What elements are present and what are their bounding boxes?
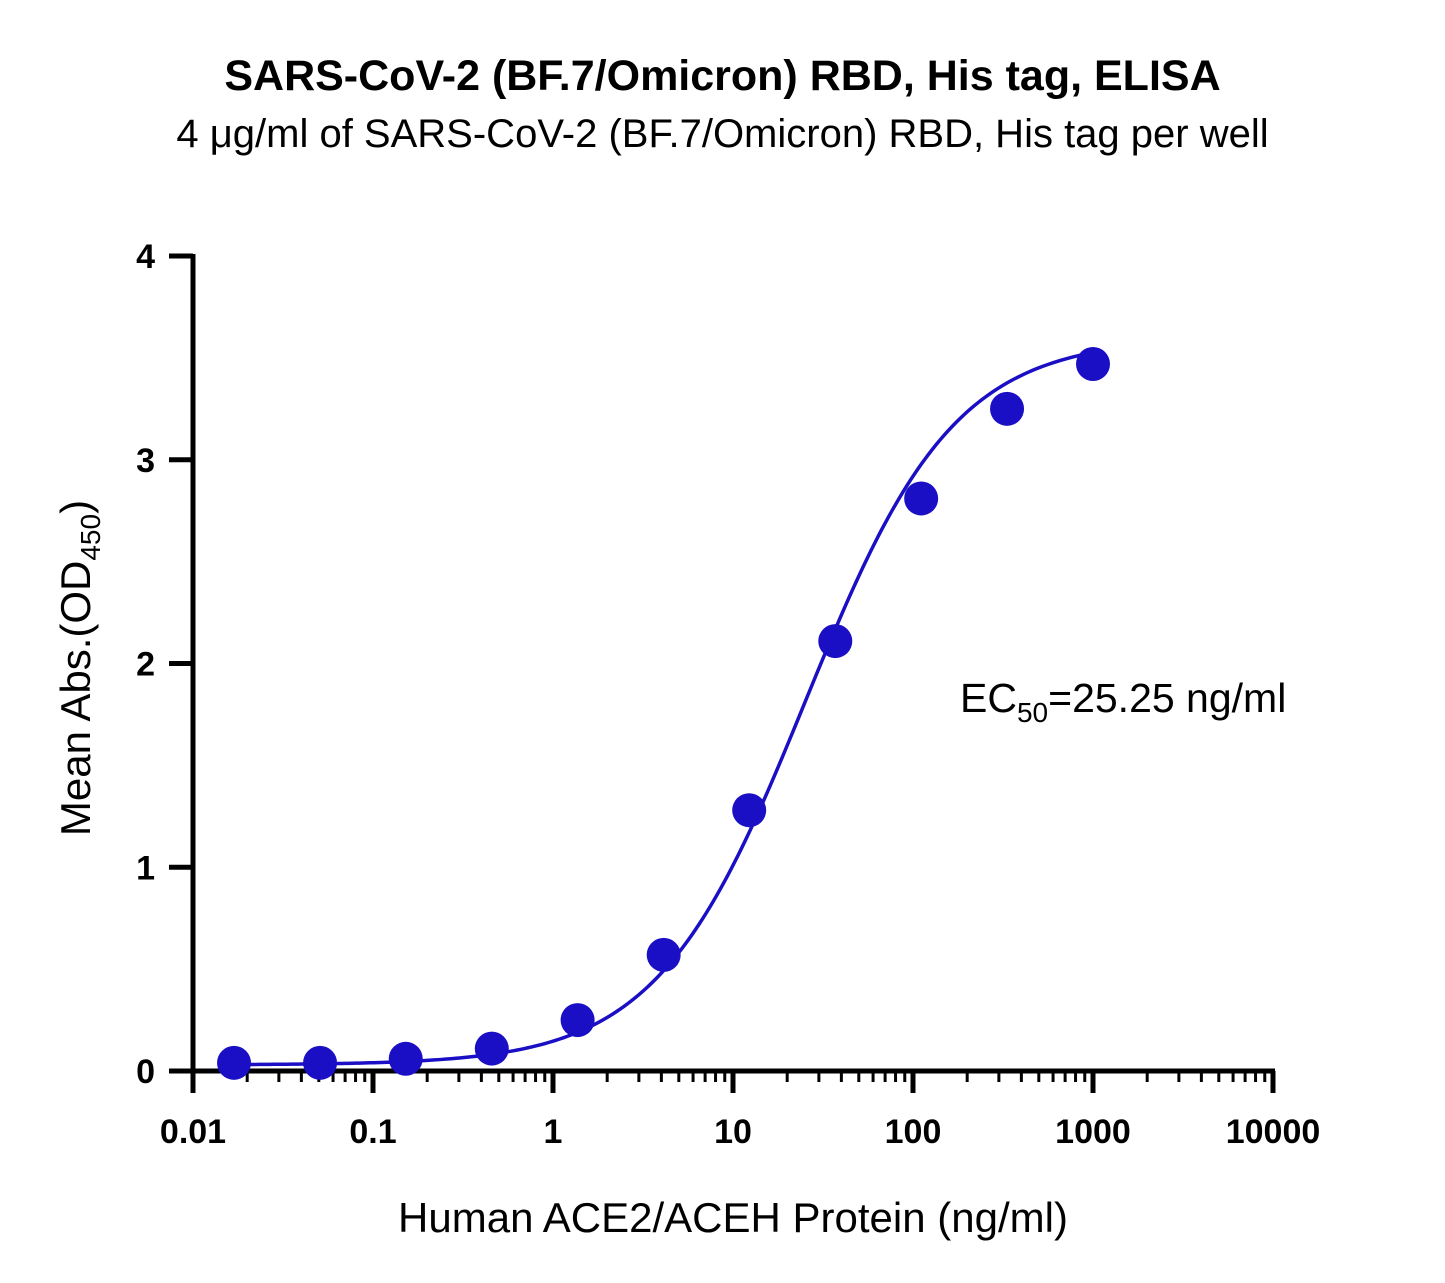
data-point bbox=[560, 1003, 595, 1038]
x-tick-label: 1000 bbox=[1055, 1113, 1131, 1151]
x-tick-label: 0.01 bbox=[160, 1113, 226, 1151]
data-point bbox=[303, 1045, 338, 1080]
data-point bbox=[990, 391, 1025, 426]
x-axis-label: Human ACE2/ACEH Protein (ng/ml) bbox=[398, 1194, 1068, 1241]
data-point bbox=[646, 937, 681, 972]
axes bbox=[190, 254, 1275, 1074]
y-tick-label: 1 bbox=[136, 849, 155, 887]
data-point bbox=[217, 1045, 252, 1080]
y-tick-label: 0 bbox=[136, 1053, 155, 1091]
data-point bbox=[904, 481, 939, 516]
x-tick-label: 10 bbox=[714, 1113, 752, 1151]
data-point bbox=[474, 1031, 509, 1066]
data-point bbox=[818, 624, 853, 659]
ec50-prefix: EC bbox=[960, 675, 1017, 721]
y-axis-label-main: Mean Abs.(OD bbox=[52, 561, 99, 836]
data-point bbox=[388, 1041, 423, 1076]
data-points bbox=[217, 346, 1110, 1080]
x-tick-label: 0.1 bbox=[349, 1113, 396, 1151]
y-tick-label: 3 bbox=[136, 442, 155, 480]
x-tick-label: 100 bbox=[885, 1113, 942, 1151]
y-axis-label-close: ) bbox=[52, 500, 99, 514]
y-axis-label-sub: 450 bbox=[75, 514, 106, 561]
x-tick-label: 1 bbox=[544, 1113, 563, 1151]
chart-title: SARS-CoV-2 (BF.7/Omicron) RBD, His tag, … bbox=[224, 52, 1221, 100]
data-point bbox=[732, 793, 767, 828]
y-axis-label: Mean Abs.(OD450) bbox=[52, 500, 106, 836]
y-tick-label: 4 bbox=[136, 238, 155, 276]
ec50-suffix: =25.25 ng/ml bbox=[1048, 675, 1286, 721]
x-tick-label: 10000 bbox=[1226, 1113, 1321, 1151]
chart-subtitle: 4 μg/ml of SARS-CoV-2 (BF.7/Omicron) RBD… bbox=[176, 112, 1269, 156]
ec50-annotation: EC50=25.25 ng/ml bbox=[960, 675, 1286, 728]
data-point bbox=[1076, 346, 1110, 381]
y-ticks: 0 1 2 3 4 bbox=[136, 238, 193, 1091]
ec50-sub: 50 bbox=[1017, 697, 1048, 728]
y-tick-label: 2 bbox=[136, 646, 155, 684]
x-ticks: 0.01 0.1 1 10 100 1000 10000 bbox=[160, 1071, 1320, 1151]
